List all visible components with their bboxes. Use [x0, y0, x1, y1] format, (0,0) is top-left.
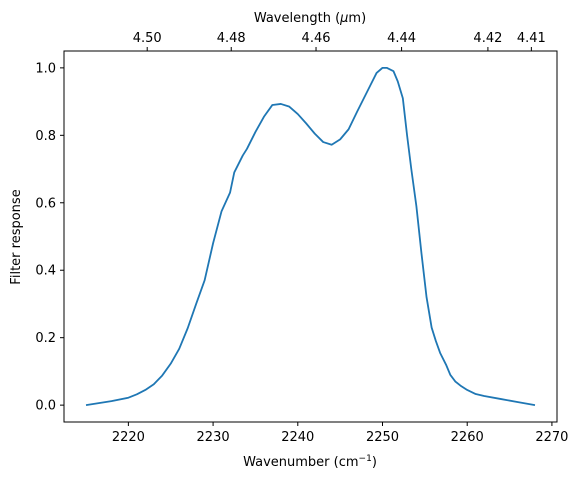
x-tick-label: 2240 — [281, 430, 314, 445]
y-tick-label: 0.2 — [35, 331, 56, 346]
top-tick-label: 4.50 — [133, 31, 162, 46]
top-tick-label: 4.42 — [473, 31, 502, 46]
response-curve — [85, 66, 536, 407]
y-tick-label: 0.6 — [35, 196, 56, 211]
y-axis-label: Filter response — [9, 189, 24, 284]
plot-frame — [63, 50, 558, 423]
top-tick-label: 4.44 — [387, 31, 416, 46]
top-tick-label: 4.41 — [517, 31, 546, 46]
top-axis-label: Wavelength (μm) — [254, 11, 366, 26]
x-tick-label: 2250 — [366, 430, 399, 445]
top-tick-label: 4.48 — [217, 31, 246, 46]
x-tick-label: 2220 — [112, 430, 145, 445]
y-tick-label: 0.0 — [35, 399, 56, 414]
x-tick-label: 2260 — [451, 430, 484, 445]
x-tick-label: 2230 — [197, 430, 230, 445]
y-tick-label: 1.0 — [35, 61, 56, 76]
y-tick-label: 0.4 — [35, 264, 56, 279]
top-tick-label: 4.46 — [302, 31, 331, 46]
y-tick-label: 0.8 — [35, 129, 56, 144]
x-tick-label: 2270 — [535, 430, 568, 445]
x-axis-label: Wavenumber (cm−1) — [243, 454, 377, 470]
